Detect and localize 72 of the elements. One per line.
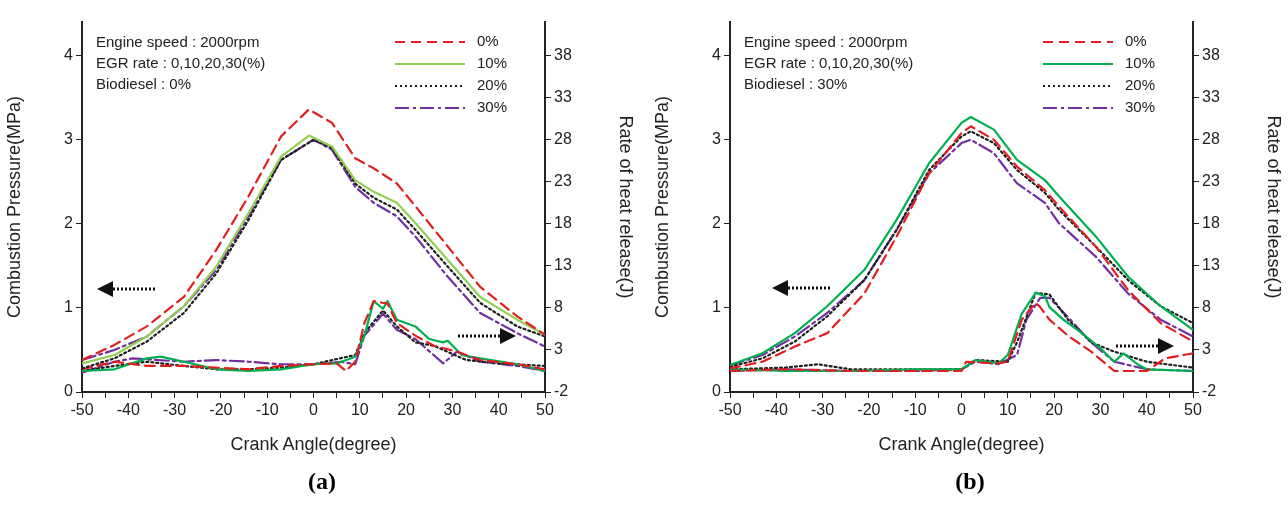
x-tick-label: 10 — [998, 401, 1017, 419]
x-axis-title: Crank Angle(degree) — [230, 434, 397, 455]
y2-tick-label: 28 — [554, 130, 572, 148]
x-tick-label: 50 — [1184, 401, 1202, 419]
y-tick-label: 0 — [712, 382, 722, 400]
x-tick-label: -10 — [255, 401, 279, 419]
y2-tick-label: 18 — [554, 214, 572, 232]
y2-tick-label: 13 — [554, 256, 572, 274]
y2-tick-label: 3 — [554, 340, 563, 358]
x-tick-label: -30 — [811, 401, 835, 419]
y2-tick-label: 23 — [1202, 172, 1220, 190]
y2-axis-title: Rate of heat release(J) — [1264, 115, 1285, 299]
legend-label: 20% — [1125, 76, 1156, 94]
x-tick-label: 20 — [1045, 401, 1064, 419]
y-tick-label: 2 — [712, 214, 722, 232]
legend-label: 10% — [477, 54, 508, 72]
legend-label: 10% — [1125, 54, 1156, 72]
y2-axis-title: Rate of heat release(J) — [616, 115, 637, 299]
y2-tick-label: 18 — [1202, 214, 1220, 232]
x-tick-label: 0 — [309, 401, 319, 419]
x-tick-label: -40 — [116, 401, 140, 419]
y-tick-label: 3 — [712, 130, 722, 148]
legend-label: 0% — [477, 32, 499, 50]
annotation: Biodiesel : 0% — [96, 75, 192, 93]
x-tick-label: 40 — [489, 401, 508, 419]
annotation: Engine speed : 2000rpm — [96, 33, 260, 51]
y-tick-label: 1 — [64, 298, 74, 316]
y2-tick-label: 28 — [1202, 130, 1220, 148]
annotation: EGR rate : 0,10,20,30(%) — [744, 54, 914, 72]
x-tick-label: -40 — [764, 401, 788, 419]
y-axis-title: Combustion Pressure(MPa) — [3, 95, 24, 319]
x-tick-label: 0 — [957, 401, 967, 419]
annotation: Engine speed : 2000rpm — [744, 33, 908, 51]
y2-tick-label: -2 — [1202, 382, 1217, 400]
x-tick-label: -30 — [163, 401, 187, 419]
annotation: EGR rate : 0,10,20,30(%) — [96, 54, 266, 72]
y-tick-label: 0 — [64, 382, 74, 400]
x-tick-label: 40 — [1137, 401, 1156, 419]
legend-label: 30% — [1125, 98, 1156, 116]
x-tick-label: 30 — [443, 401, 462, 419]
y-tick-label: 3 — [64, 130, 74, 148]
x-tick-label: 10 — [350, 401, 369, 419]
x-tick-label: 20 — [397, 401, 416, 419]
y-tick-label: 1 — [712, 298, 722, 316]
y2-tick-label: 38 — [554, 46, 572, 64]
y2-tick-label: -2 — [554, 382, 569, 400]
text: (b) — [954, 468, 986, 495]
annotation: Biodiesel : 30% — [744, 75, 848, 93]
legend-label: 0% — [1125, 32, 1147, 50]
y2-tick-label: 33 — [554, 88, 572, 106]
y-tick-label: 4 — [64, 46, 74, 64]
x-tick-label: -20 — [857, 401, 881, 419]
y2-tick-label: 23 — [554, 172, 572, 190]
x-tick-label: 30 — [1091, 401, 1110, 419]
x-tick-label: -50 — [718, 401, 742, 419]
y-tick-label: 2 — [64, 214, 74, 232]
legend-label: 30% — [477, 98, 508, 116]
y2-tick-label: 8 — [1202, 298, 1211, 316]
y-tick-label: 4 — [712, 46, 722, 64]
text: (a) — [307, 468, 337, 495]
y2-tick-label: 13 — [1202, 256, 1220, 274]
x-tick-label: 50 — [536, 401, 554, 419]
y2-tick-label: 3 — [1202, 340, 1211, 358]
x-tick-label: -20 — [209, 401, 233, 419]
y2-tick-label: 8 — [554, 298, 563, 316]
x-tick-label: -50 — [70, 401, 94, 419]
x-axis-title: Crank Angle(degree) — [878, 434, 1045, 455]
y2-tick-label: 38 — [1202, 46, 1220, 64]
y-axis-title: Combustion Pressure(MPa) — [651, 95, 672, 319]
x-tick-label: -10 — [903, 401, 927, 419]
legend-label: 20% — [477, 76, 508, 94]
y2-tick-label: 33 — [1202, 88, 1220, 106]
